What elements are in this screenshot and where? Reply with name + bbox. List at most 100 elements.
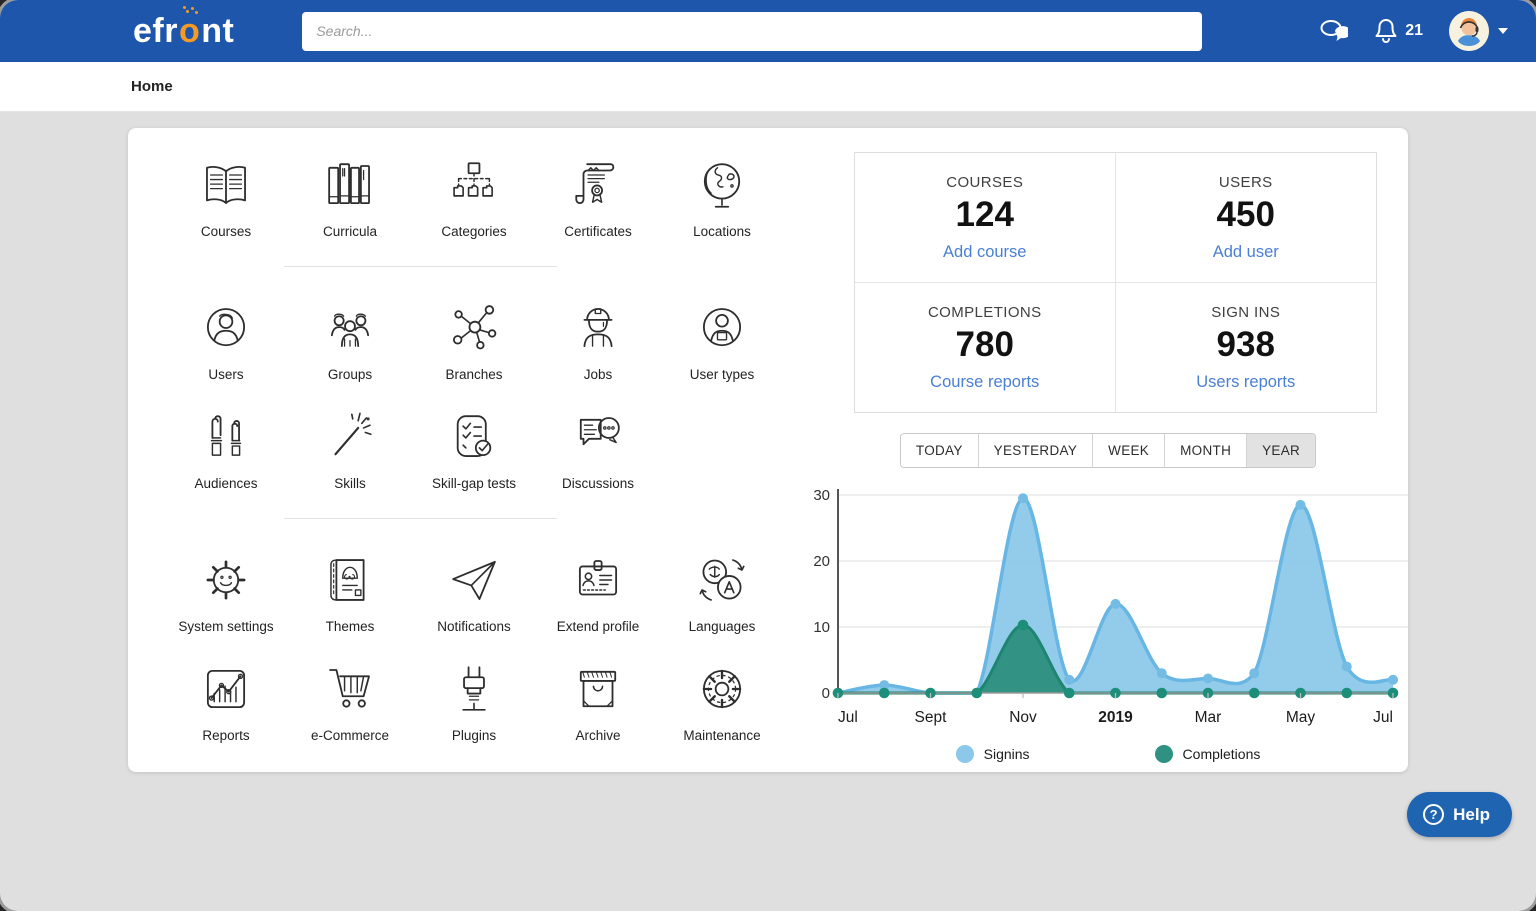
tab-yesterday[interactable]: YESTERDAY xyxy=(978,434,1094,467)
menu-item-extend-profile[interactable]: Extend profile xyxy=(536,549,660,634)
reports-icon xyxy=(196,658,256,720)
menu-item-languages[interactable]: Languages xyxy=(660,549,784,634)
menu-item-maintenance[interactable]: Maintenance xyxy=(660,658,784,743)
menu-item-skill-gap-tests[interactable]: Skill-gap tests xyxy=(412,406,536,491)
stat-title: SIGN INS xyxy=(1211,304,1281,321)
archive-icon xyxy=(568,658,628,720)
chevron-down-icon xyxy=(1498,28,1508,34)
overview-pane: COURSES 124 Add course USERS 450 Add user COMP… xyxy=(784,128,1460,772)
menu-item-themes[interactable]: Themes xyxy=(288,549,412,634)
stat-value: 124 xyxy=(955,195,1014,234)
curricula-icon xyxy=(320,154,380,216)
breadcrumb-bar: Home xyxy=(0,62,1536,112)
tab-week[interactable]: WEEK xyxy=(1093,434,1166,467)
svg-text:30: 30 xyxy=(813,487,830,504)
system-settings-icon xyxy=(196,549,256,611)
logo-o-mark: o xyxy=(178,9,201,50)
legend-swatch-icon xyxy=(1154,745,1173,763)
tab-today[interactable]: TODAY xyxy=(900,434,979,467)
stat-value: 450 xyxy=(1216,195,1275,234)
locations-icon xyxy=(692,154,752,216)
menu-item-courses[interactable]: Courses xyxy=(164,154,288,239)
stat-link-completions[interactable]: Course reports xyxy=(930,373,1040,391)
notifications-button[interactable]: 21 xyxy=(1374,17,1423,46)
menu-item-label: Locations xyxy=(693,224,751,239)
user-menu-button[interactable] xyxy=(1449,11,1508,51)
menu-item-label: Languages xyxy=(688,619,756,634)
users-icon xyxy=(196,297,256,359)
logo-text-post: nt xyxy=(201,11,235,50)
help-button[interactable]: ? Help xyxy=(1407,792,1512,837)
menu-item-label: System settings xyxy=(178,619,274,634)
help-label: Help xyxy=(1453,804,1490,824)
menu-item-label: Jobs xyxy=(583,367,613,382)
menu-item-label: Plugins xyxy=(451,728,497,743)
user-types-icon xyxy=(692,297,752,359)
menu-divider xyxy=(284,266,557,267)
stat-cell-users: USERS 450 Add user xyxy=(1115,153,1376,283)
stat-title: USERS xyxy=(1218,174,1273,191)
stats-panel: COURSES 124 Add course USERS 450 Add user COMP… xyxy=(854,152,1377,413)
menu-item-e-commerce[interactable]: e-Commerce xyxy=(288,658,412,743)
menu-item-label: Reports xyxy=(202,728,250,743)
menu-item-user-types[interactable]: User types xyxy=(660,297,784,382)
messages-button[interactable] xyxy=(1318,18,1352,45)
menu-item-jobs[interactable]: Jobs xyxy=(536,297,660,382)
menu-item-certificates[interactable]: Certificates xyxy=(536,154,660,239)
avatar xyxy=(1449,11,1489,51)
menu-item-label: e-Commerce xyxy=(310,728,389,743)
efront-logo[interactable]: efr o nt xyxy=(133,9,235,51)
menu-group-2: Users Groups Branches Jobs User types Audienc… xyxy=(164,297,784,491)
stat-cell-courses: COURSES 124 Add course xyxy=(855,153,1116,283)
stat-link-users[interactable]: Add user xyxy=(1212,243,1279,261)
menu-item-label: Extend profile xyxy=(556,619,640,634)
stat-link-courses[interactable]: Add course xyxy=(943,243,1027,261)
menu-item-notifications[interactable]: Notifications xyxy=(412,549,536,634)
menu-item-skills[interactable]: Skills xyxy=(288,406,412,491)
menu-item-label: Users xyxy=(208,367,244,382)
search-input[interactable] xyxy=(302,11,1203,51)
chart-range-tabs: TODAY YESTERDAY WEEK MONTH YEAR xyxy=(899,433,1317,468)
audiences-icon xyxy=(196,406,256,468)
menu-item-label: User types xyxy=(689,367,755,382)
menu-item-label: Maintenance xyxy=(683,728,761,743)
menu-item-reports[interactable]: Reports xyxy=(164,658,288,743)
svg-text:May: May xyxy=(1286,709,1316,726)
legend-item-signins: Signins xyxy=(955,745,1030,763)
courses-icon xyxy=(196,154,256,216)
menu-item-label: Notifications xyxy=(437,619,511,634)
groups-icon xyxy=(320,297,380,359)
menu-item-label: Skill-gap tests xyxy=(431,476,517,491)
menu-item-users[interactable]: Users xyxy=(164,297,288,382)
menu-item-label: Audiences xyxy=(194,476,258,491)
menu-item-curricula[interactable]: Curricula xyxy=(288,154,412,239)
menu-item-plugins[interactable]: Plugins xyxy=(412,658,536,743)
plugins-icon xyxy=(444,658,504,720)
menu-item-system-settings[interactable]: System settings xyxy=(164,549,288,634)
menu-item-branches[interactable]: Branches xyxy=(412,297,536,382)
svg-text:20: 20 xyxy=(813,553,830,570)
menu-item-discussions[interactable]: Discussions xyxy=(536,406,660,491)
tab-month[interactable]: MONTH xyxy=(1165,434,1248,467)
menu-item-groups[interactable]: Groups xyxy=(288,297,412,382)
svg-text:Jul: Jul xyxy=(1373,709,1393,726)
stat-cell-sign-ins: SIGN INS 938 Users reports xyxy=(1116,283,1377,412)
menu-item-label: Groups xyxy=(327,367,373,382)
menu-item-label: Archive xyxy=(575,728,621,743)
tab-year[interactable]: YEAR xyxy=(1247,434,1316,467)
menu-item-archive[interactable]: Archive xyxy=(536,658,660,743)
stat-link-sign-ins[interactable]: Users reports xyxy=(1196,373,1296,391)
legend-label: Signins xyxy=(983,746,1030,762)
menu-item-audiences[interactable]: Audiences xyxy=(164,406,288,491)
menu-item-categories[interactable]: Categories xyxy=(412,154,536,239)
notifications-icon xyxy=(444,549,504,611)
legend-item-completions: Completions xyxy=(1154,745,1260,763)
menu-item-label: Skills xyxy=(334,476,366,491)
categories-icon xyxy=(444,154,504,216)
menu-item-locations[interactable]: Locations xyxy=(660,154,784,239)
themes-icon xyxy=(320,549,380,611)
dashboard-card: Courses Curricula Categories Certificates Lo… xyxy=(128,128,1408,772)
discussions-icon xyxy=(568,406,628,468)
